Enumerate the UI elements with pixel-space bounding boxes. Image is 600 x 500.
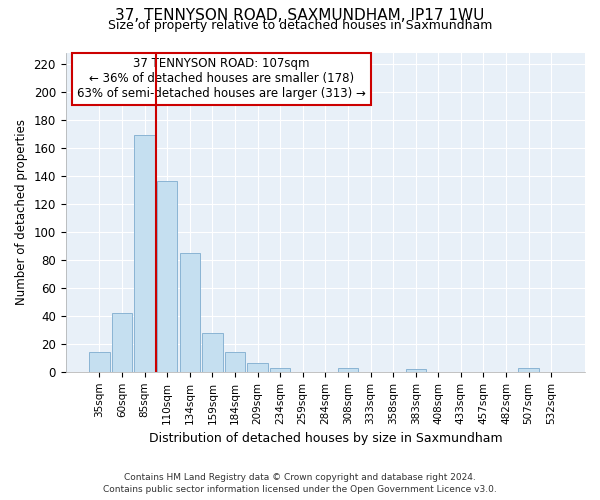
Bar: [89, 352, 110, 372]
Text: Size of property relative to detached houses in Saxmundham: Size of property relative to detached ho…: [108, 18, 492, 32]
Bar: [247, 364, 268, 372]
Y-axis label: Number of detached properties: Number of detached properties: [15, 119, 28, 305]
Bar: [157, 182, 178, 372]
Bar: [112, 313, 132, 372]
Text: 37, TENNYSON ROAD, SAXMUNDHAM, IP17 1WU: 37, TENNYSON ROAD, SAXMUNDHAM, IP17 1WU: [115, 8, 485, 22]
Bar: [338, 368, 358, 372]
Bar: [179, 253, 200, 372]
Bar: [134, 135, 155, 372]
Bar: [202, 332, 223, 372]
Text: 37 TENNYSON ROAD: 107sqm
← 36% of detached houses are smaller (178)
63% of semi-: 37 TENNYSON ROAD: 107sqm ← 36% of detach…: [77, 58, 366, 100]
Bar: [225, 352, 245, 372]
Bar: [518, 368, 539, 372]
Bar: [270, 368, 290, 372]
Bar: [406, 369, 426, 372]
Text: Contains HM Land Registry data © Crown copyright and database right 2024.
Contai: Contains HM Land Registry data © Crown c…: [103, 472, 497, 494]
X-axis label: Distribution of detached houses by size in Saxmundham: Distribution of detached houses by size …: [149, 432, 502, 445]
